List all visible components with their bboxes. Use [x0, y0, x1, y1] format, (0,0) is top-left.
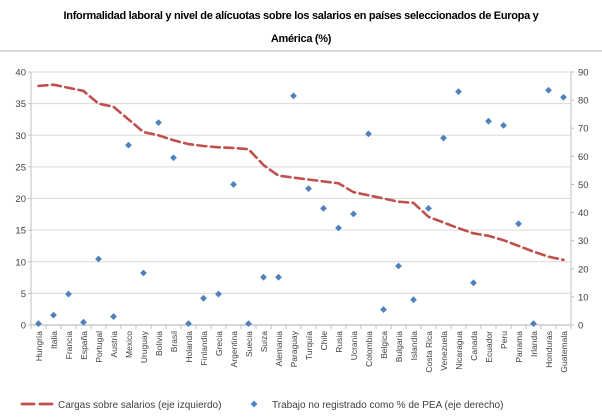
x-axis-category-label: Italia: [49, 331, 59, 349]
y-axis-right: 0 10 20 30 40 50 60 70 80 90: [571, 68, 589, 332]
x-axis-category-label: Portugal: [94, 331, 104, 363]
left-axis-tick-label: 25: [15, 162, 26, 173]
x-axis-category-label: Honduras: [544, 331, 554, 368]
left-axis-tick-label: 35: [15, 99, 26, 110]
x-axis-category-label: Bolivia: [154, 331, 164, 356]
x-axis-category-label: Rusia: [334, 331, 344, 353]
x-axis-category-label: Irlanda: [529, 331, 539, 357]
left-axis-tick-label: 40: [15, 68, 26, 79]
series-trabajo-points: [35, 86, 567, 327]
x-axis-category-label: Belgica: [379, 331, 389, 359]
right-axis-tick-label: 60: [578, 152, 589, 163]
x-axis-category-label: Ucrania: [349, 331, 359, 361]
legend-label-trabajo: Trabajo no registrado como % de PEA (eje…: [272, 400, 503, 411]
x-axis-category-label: Canada: [469, 331, 479, 361]
x-axis-category-label: Peru: [499, 331, 509, 349]
right-axis-tick-label: 80: [578, 96, 589, 107]
x-axis-category-label: Alemania: [274, 331, 284, 367]
right-axis-tick-label: 40: [578, 208, 589, 219]
x-axis-category-label: Finlandia: [199, 331, 209, 366]
right-axis-tick-label: 70: [578, 124, 589, 135]
legend-label-cargas: Cargas sobre salarios (eje izquierdo): [58, 400, 221, 411]
x-axis-category-label: Suecia: [244, 331, 254, 357]
x-axis-category-label: Chile: [319, 331, 329, 351]
right-axis-tick-label: 20: [578, 264, 589, 275]
x-axis-category-label: Holanda: [184, 331, 194, 363]
x-axis-category-label: Ecuador: [484, 331, 494, 363]
chart-title: Informalidad laboral y nivel de alícuota…: [0, 5, 602, 51]
x-axis-category-label: Panama: [514, 331, 524, 363]
left-axis-tick-label: 0: [21, 321, 26, 332]
right-axis-tick-label: 10: [578, 292, 589, 303]
x-axis-category-label: Grecia: [214, 331, 224, 356]
x-axis-category-label: Islandia: [409, 331, 419, 361]
chart-title-line-1: Informalidad laboral y nivel de alícuota…: [63, 10, 539, 22]
right-axis-tick-label: 90: [578, 68, 589, 79]
x-axis-category-label: Paraguay: [289, 330, 299, 367]
legend-item-trabajo: Trabajo no registrado como % de PEA (eje…: [250, 400, 503, 411]
left-axis-tick-label: 30: [15, 131, 26, 142]
x-axis-category-label: Venezuela: [439, 331, 449, 371]
left-axis-tick-label: 15: [15, 226, 26, 237]
left-axis-tick-label: 20: [15, 194, 26, 205]
y-axis-left: 0 5 10 15 20 25 30 35 40: [15, 68, 31, 332]
x-axis-category-label: Hungría: [34, 331, 44, 362]
x-axis-category-label: Uruguay: [139, 330, 149, 363]
blue-diamond-icon: [250, 400, 258, 408]
left-axis-tick-label: 5: [21, 289, 26, 300]
right-axis-tick-label: 50: [578, 180, 589, 191]
x-axis-category-label: España: [79, 331, 89, 360]
legend: Cargas sobre salarios (eje izquierdo) Tra…: [20, 400, 503, 411]
right-axis-tick-label: 30: [578, 236, 589, 247]
chart-title-line-2: América (%): [270, 33, 332, 45]
x-axis-category-label: Nicaragua: [454, 331, 464, 370]
legend-item-cargas: Cargas sobre salarios (eje izquierdo): [20, 400, 221, 411]
x-axis-category-label: Bulgaria: [394, 331, 404, 362]
x-axis-category-label: Mexico: [124, 331, 134, 358]
x-axis-category-label: Argentina: [229, 331, 239, 368]
x-axis: Hungría Italia Francia España Portugal Austri…: [30, 325, 572, 373]
x-axis-category-label: Suiza: [259, 331, 269, 353]
x-axis-category-label: Brasil: [169, 331, 179, 352]
x-axis-category-label: Turquía: [304, 331, 314, 360]
x-axis-category-label: Colombia: [364, 331, 374, 367]
x-axis-category-label: Costa Rica: [424, 331, 434, 373]
x-axis-category-label: Austria: [109, 331, 119, 358]
right-axis-tick-label: 0: [578, 321, 583, 332]
title-divider: [0, 50, 602, 52]
axes: [30, 72, 572, 329]
gridlines: [31, 71, 571, 294]
left-axis-tick-label: 10: [15, 257, 26, 268]
x-axis-category-label: Guatemala: [559, 331, 569, 373]
series-cargas-line: [37, 83, 565, 262]
x-axis-category-label: Francia: [64, 331, 74, 360]
